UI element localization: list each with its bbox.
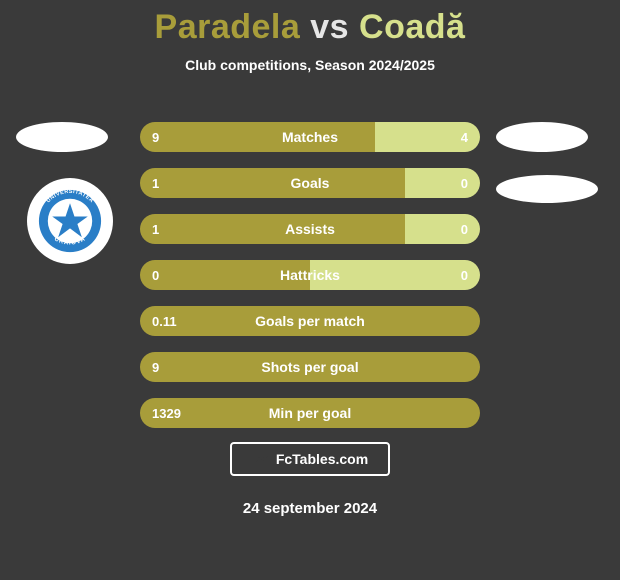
stat-value-a: 1 (152, 168, 159, 198)
stat-bar-a (140, 168, 405, 198)
stat-value-b: 0 (461, 214, 468, 244)
title-player-a: Paradela (155, 8, 301, 46)
stat-value-a: 9 (152, 122, 159, 152)
stat-row: 9Shots per goal (140, 352, 480, 382)
stat-value-b: 0 (461, 168, 468, 198)
stat-bar-a (140, 260, 310, 290)
stat-value-b: 0 (461, 260, 468, 290)
fctables-badge[interactable]: FcTables.com (230, 442, 390, 476)
stat-row: 10Assists (140, 214, 480, 244)
stat-value-b: 4 (461, 122, 468, 152)
fctables-text: FcTables.com (276, 451, 368, 467)
stat-value-a: 1329 (152, 398, 181, 428)
chart-icon (252, 450, 270, 468)
club-crest: UNIVERSITATEA CRAIOVA (27, 178, 113, 264)
stat-row: 10Goals (140, 168, 480, 198)
placeholder-oval-a (16, 122, 108, 152)
stat-bar-a (140, 214, 405, 244)
stat-bar-b (310, 260, 480, 290)
stat-value-a: 0.11 (152, 306, 177, 336)
stat-bar-a (140, 122, 375, 152)
comparison-title: Paradela vs Coadă (0, 0, 620, 47)
stat-row: 1329Min per goal (140, 398, 480, 428)
stat-bar-b (405, 168, 480, 198)
stat-bar-a (140, 352, 480, 382)
stat-row: 0.11Goals per match (140, 306, 480, 336)
subtitle: Club competitions, Season 2024/2025 (0, 57, 620, 73)
date: 24 september 2024 (0, 500, 620, 517)
stat-row: 00Hattricks (140, 260, 480, 290)
stat-bar-b (405, 214, 480, 244)
stat-value-a: 1 (152, 214, 159, 244)
stat-row: 94Matches (140, 122, 480, 152)
stat-bar-a (140, 306, 480, 336)
placeholder-oval-c (496, 175, 598, 203)
title-vs: vs (310, 8, 349, 46)
stats-bars: 94Matches10Goals10Assists00Hattricks0.11… (140, 122, 480, 444)
stat-value-a: 9 (152, 352, 159, 382)
title-player-b: Coadă (359, 8, 465, 46)
stat-value-a: 0 (152, 260, 159, 290)
placeholder-oval-b (496, 122, 588, 152)
stat-bar-a (140, 398, 480, 428)
club-crest-svg: UNIVERSITATEA CRAIOVA (33, 184, 107, 258)
